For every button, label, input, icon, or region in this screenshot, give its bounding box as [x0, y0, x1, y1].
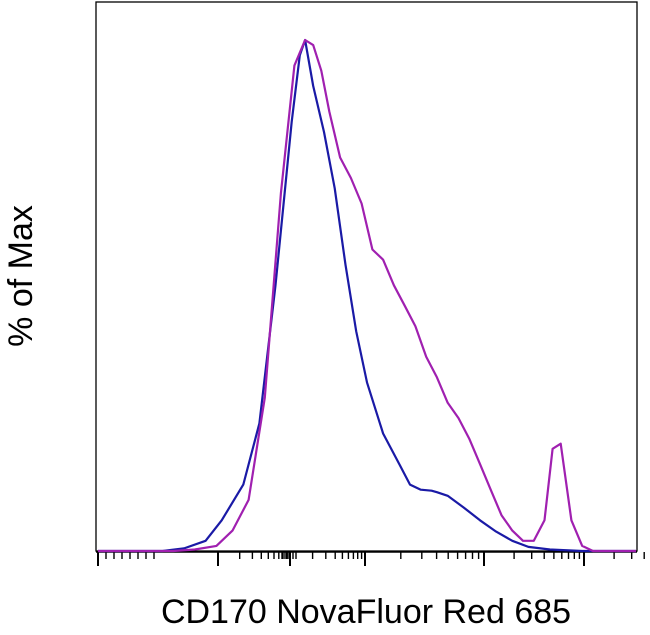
series-line-isotype-control: [98, 38, 636, 553]
plot-frame: [95, 1, 638, 552]
y-axis-label: % of Max: [2, 205, 40, 347]
series-layer: [98, 38, 636, 553]
series-line-cd170: [98, 38, 636, 553]
x-axis-ticks: [96, 551, 645, 566]
x-axis-label: CD170 NovaFluor Red 685: [161, 593, 571, 631]
